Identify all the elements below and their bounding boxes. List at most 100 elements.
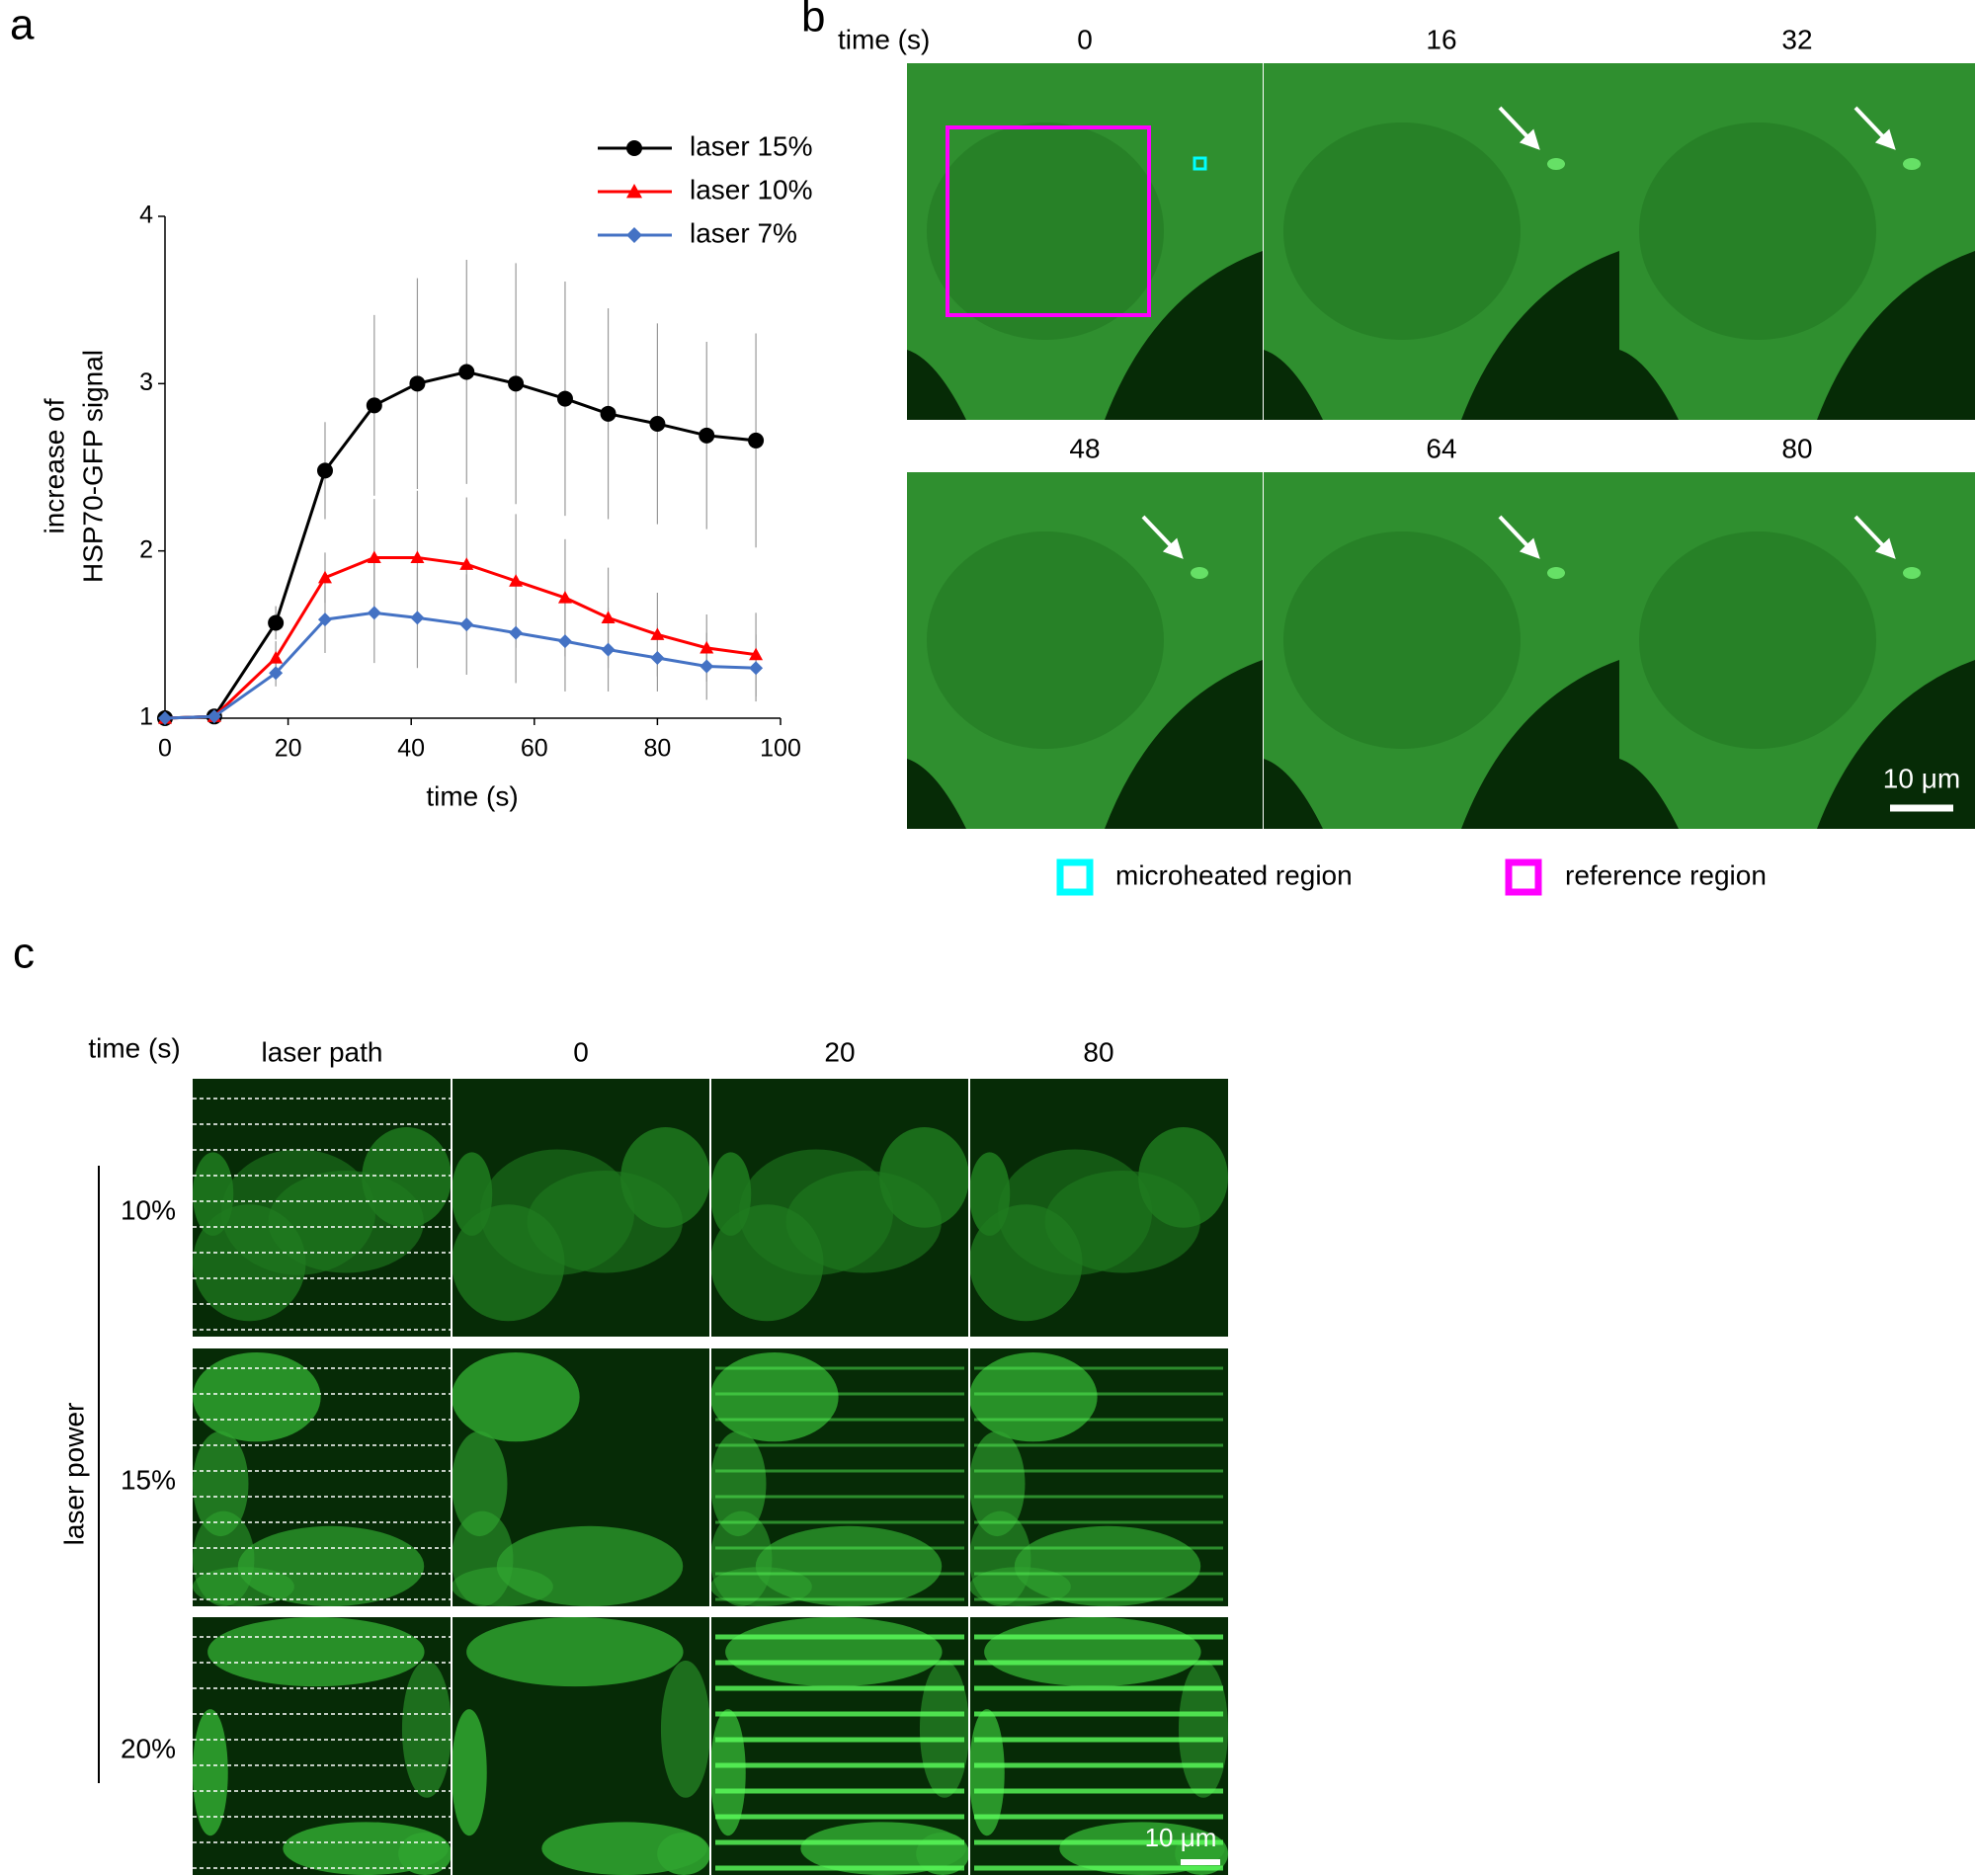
- cell: [237, 1525, 425, 1606]
- arrow: [1853, 106, 1896, 150]
- legend-label: laser 10%: [690, 174, 813, 204]
- marker: [557, 591, 572, 604]
- cell: [984, 1617, 1201, 1687]
- cell: [1283, 531, 1521, 749]
- panel-label: a: [10, 1, 35, 49]
- marker: [509, 625, 524, 640]
- y-tick-label: 4: [139, 202, 153, 229]
- time-label: 64: [1426, 433, 1456, 463]
- cell: [969, 1351, 1098, 1442]
- legend-label: laser 7%: [690, 217, 797, 248]
- cell: [466, 1617, 684, 1687]
- microheated-region: [1193, 156, 1207, 171]
- marker: [316, 462, 333, 479]
- cell: [1639, 531, 1876, 749]
- cell: [283, 1822, 449, 1876]
- marker: [458, 364, 475, 380]
- cell: [1547, 158, 1565, 170]
- marker: [269, 666, 284, 681]
- y-tick-label: 1: [139, 703, 153, 731]
- time-label: 16: [1426, 24, 1456, 54]
- y-tick-label: 3: [139, 368, 153, 396]
- x-axis-label: time (s): [426, 780, 518, 811]
- cell: [785, 1170, 942, 1273]
- marker: [410, 611, 425, 625]
- marker: [409, 375, 426, 392]
- marker: [367, 606, 381, 620]
- cell: [452, 1430, 508, 1537]
- x-tick-label: 80: [643, 735, 671, 763]
- row-label: 10%: [121, 1194, 176, 1225]
- marker: [626, 140, 642, 156]
- arrow: [1141, 515, 1184, 559]
- marker: [700, 659, 714, 674]
- marker: [699, 427, 715, 444]
- scale-bar-label: 10 μm: [1145, 1823, 1217, 1852]
- cell: [496, 1525, 684, 1606]
- marker: [626, 184, 642, 199]
- series-line: [164, 555, 757, 720]
- time-label: 80: [1781, 433, 1812, 463]
- cell: [710, 1351, 839, 1442]
- marker: [268, 614, 285, 631]
- cell: [800, 1822, 966, 1876]
- arrow: [1498, 106, 1540, 150]
- cell: [527, 1170, 683, 1273]
- cell: [710, 1510, 773, 1606]
- y-tick-label: 2: [139, 535, 153, 563]
- row-axis-label: laser power: [58, 1403, 89, 1546]
- cell: [710, 1430, 767, 1537]
- cell: [193, 1351, 321, 1442]
- cell: [193, 1709, 228, 1836]
- marker: [626, 227, 642, 243]
- time-label: 48: [1069, 433, 1100, 463]
- marker: [700, 640, 714, 654]
- arrow: [1498, 515, 1540, 559]
- cell: [452, 1351, 580, 1442]
- marker: [508, 375, 525, 392]
- reference-region: [946, 125, 1151, 317]
- time-label: 0: [1077, 24, 1093, 54]
- marker: [601, 611, 616, 623]
- x-tick-label: 0: [158, 735, 172, 763]
- scale-bar-label: 10 μm: [1883, 763, 1960, 793]
- cell: [725, 1617, 943, 1687]
- x-tick-label: 100: [760, 735, 801, 763]
- marker: [459, 557, 474, 570]
- marker: [649, 415, 666, 432]
- cell: [1191, 567, 1208, 579]
- marker: [556, 390, 573, 407]
- marker: [749, 661, 764, 676]
- cell: [401, 1660, 453, 1798]
- cell: [1547, 567, 1565, 579]
- cell: [452, 1510, 514, 1606]
- cell: [927, 122, 1164, 340]
- marker: [158, 711, 172, 725]
- marker: [367, 550, 381, 564]
- series-line: [164, 369, 757, 720]
- cell: [1903, 567, 1921, 579]
- cell: [927, 531, 1164, 749]
- marker: [206, 709, 221, 724]
- cell: [268, 1170, 424, 1273]
- column-label: 80: [1083, 1036, 1113, 1067]
- x-tick-label: 20: [275, 735, 302, 763]
- time-label: 32: [1781, 24, 1812, 54]
- marker: [459, 617, 474, 632]
- y-axis-label: HSP70-GFP signal: [77, 350, 108, 583]
- marker: [269, 651, 284, 664]
- marker: [410, 550, 425, 564]
- marker: [509, 574, 524, 587]
- legend-label: reference region: [1565, 859, 1767, 890]
- row-label: 15%: [121, 1464, 176, 1495]
- cell: [541, 1822, 707, 1876]
- cell: [1014, 1525, 1201, 1606]
- cell: [919, 1660, 969, 1798]
- cell: [1044, 1170, 1200, 1273]
- row-label: 20%: [121, 1733, 176, 1763]
- marker: [749, 647, 764, 661]
- marker: [650, 627, 665, 640]
- cell: [969, 1510, 1031, 1606]
- marker: [317, 570, 332, 584]
